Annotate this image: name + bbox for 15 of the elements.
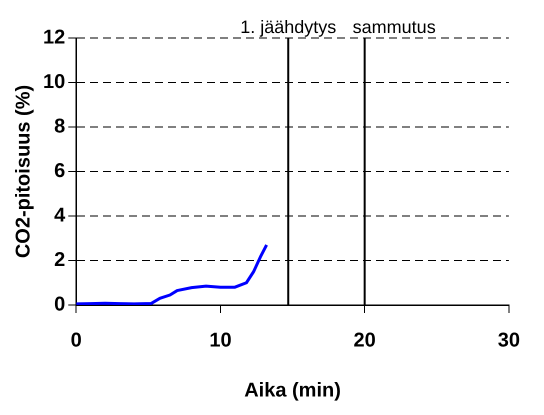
ref-line-label: sammutus [352, 16, 436, 37]
y-axis-title: CO2-pitoisuus (%) [12, 84, 35, 258]
x-tick-label: 0 [70, 330, 82, 352]
x-tick-label: 10 [209, 330, 232, 352]
y-tick-label: 4 [54, 204, 66, 227]
y-tick-label: 12 [42, 26, 66, 49]
x-tick-label: 20 [354, 330, 376, 352]
y-tick-label: 6 [54, 160, 66, 182]
x-tick-label: 30 [498, 330, 520, 352]
y-tick-label: 2 [54, 249, 66, 272]
x-axis-title: Aika (min) [244, 380, 341, 402]
y-tick-label: 8 [54, 116, 66, 138]
ref-line-label: 1. jäähdytys [240, 16, 336, 37]
y-tick-label: 0 [54, 294, 66, 316]
y-tick-label: 10 [42, 71, 66, 94]
